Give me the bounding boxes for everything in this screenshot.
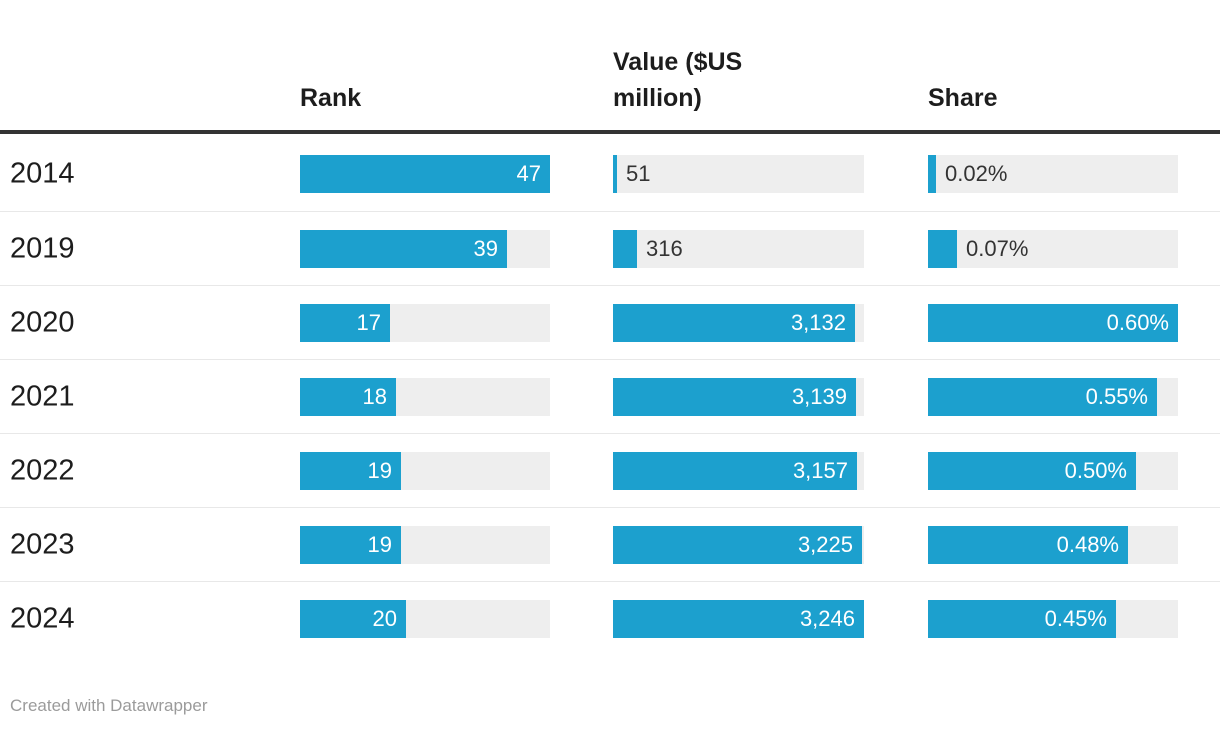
bar-value-label: 18 xyxy=(362,384,387,409)
share-bar-cell: 0.48% xyxy=(928,526,1178,564)
share-bar-cell: 0.45% xyxy=(928,600,1178,638)
table-row: 2024 20 3,246 0.45% xyxy=(0,581,1220,655)
bar-value-label: 0.48% xyxy=(1056,532,1119,557)
bar-value-label: 0.07% xyxy=(966,236,1029,261)
header-divider-rule xyxy=(0,130,1220,134)
value-bar-cell: 3,246 xyxy=(613,600,864,638)
value-bar-cell: 51 xyxy=(613,155,864,193)
row-year-label: 2014 xyxy=(10,157,75,190)
value-bar-cell: 3,139 xyxy=(613,378,864,416)
share-bar xyxy=(928,155,936,193)
table-row: 2014 47 51 0.02% xyxy=(0,137,1220,211)
rank-bar-cell: 47 xyxy=(300,155,550,193)
table-header: Rank Value ($US million) Share xyxy=(0,0,1220,130)
bar-value-label: 19 xyxy=(367,532,392,557)
bar-value-label: 0.60% xyxy=(1106,310,1169,335)
bar-value-label: 17 xyxy=(356,310,381,335)
value-bar xyxy=(613,378,856,416)
rank-bar-cell: 18 xyxy=(300,378,550,416)
column-header-rank: Rank xyxy=(300,84,362,112)
rank-bar xyxy=(300,378,396,416)
share-bar-cell: 0.02% xyxy=(928,155,1178,193)
share-bar xyxy=(928,378,1157,416)
bar-value-label: 51 xyxy=(626,161,651,186)
table-row: 2022 19 3,157 0.50% xyxy=(0,433,1220,507)
row-year-label: 2024 xyxy=(10,602,75,634)
value-bar xyxy=(613,304,855,342)
bar-value-label: 19 xyxy=(367,458,392,483)
rank-bar-cell: 39 xyxy=(300,230,550,268)
value-bar xyxy=(613,230,637,268)
column-header-share: Share xyxy=(928,84,998,112)
share-bar xyxy=(928,304,1178,342)
rank-bar xyxy=(300,526,401,564)
bar-track xyxy=(928,155,1178,193)
value-bar xyxy=(613,526,862,564)
column-header-value: Value ($US million) xyxy=(613,48,743,112)
row-year-label: 2022 xyxy=(10,454,75,486)
bar-value-label: 3,157 xyxy=(792,458,848,483)
table-row: 2023 19 3,225 0.48% xyxy=(0,507,1220,581)
share-bar-cell: 0.07% xyxy=(928,230,1178,268)
share-bar-cell: 0.55% xyxy=(928,378,1178,416)
table-row: 2019 39 316 0.07% xyxy=(0,211,1220,285)
rank-bar-cell: 19 xyxy=(300,452,550,490)
share-bar-cell: 0.50% xyxy=(928,452,1178,490)
attribution-credit: Created with Datawrapper xyxy=(10,696,208,715)
bar-value-label: 3,132 xyxy=(790,310,846,335)
bar-value-label: 39 xyxy=(473,236,498,261)
row-year-label: 2019 xyxy=(10,232,75,264)
rank-bar-cell: 17 xyxy=(300,304,550,342)
rank-bar xyxy=(300,452,401,490)
share-bar xyxy=(928,230,957,268)
value-bar-cell: 3,225 xyxy=(613,526,864,564)
value-bar-cell: 3,157 xyxy=(613,452,864,490)
value-bar-cell: 316 xyxy=(613,230,864,268)
row-year-label: 2021 xyxy=(10,380,75,412)
rank-bar xyxy=(300,304,390,342)
bar-value-label: 47 xyxy=(516,161,541,186)
bar-value-label: 316 xyxy=(646,236,683,261)
bar-track xyxy=(928,230,1178,268)
bar-value-label: 0.55% xyxy=(1085,384,1148,409)
row-year-label: 2023 xyxy=(10,528,75,560)
share-bar-cell: 0.60% xyxy=(928,304,1178,342)
share-bar xyxy=(928,526,1128,564)
bar-track xyxy=(613,230,864,268)
table-row: 2020 17 3,132 0.60% xyxy=(0,285,1220,359)
bar-value-label: 20 xyxy=(372,606,397,631)
bar-value-label: 0.50% xyxy=(1064,458,1127,483)
rank-bar xyxy=(300,600,406,638)
bar-value-label: 3,246 xyxy=(799,606,855,631)
value-bar xyxy=(613,600,864,638)
bar-value-label: 0.45% xyxy=(1044,606,1107,631)
share-bar xyxy=(928,452,1136,490)
bar-track xyxy=(613,155,864,193)
rank-bar-cell: 20 xyxy=(300,600,550,638)
rank-bar xyxy=(300,230,507,268)
row-year-label: 2020 xyxy=(10,306,75,338)
table-row: 2021 18 3,139 0.55% xyxy=(0,359,1220,433)
rank-bar-cell: 19 xyxy=(300,526,550,564)
share-bar xyxy=(928,600,1116,638)
bar-value-label: 3,225 xyxy=(797,532,853,557)
value-bar xyxy=(613,155,617,193)
value-bar xyxy=(613,452,857,490)
table-rows: 2014 47 51 0.02% 2019 39 316 0.07% 2020 17 3,132 0.… xyxy=(0,137,1220,655)
rank-bar xyxy=(300,155,550,193)
bar-value-label: 0.02% xyxy=(945,161,1008,186)
value-bar-cell: 3,132 xyxy=(613,304,864,342)
bar-value-label: 3,139 xyxy=(791,384,847,409)
